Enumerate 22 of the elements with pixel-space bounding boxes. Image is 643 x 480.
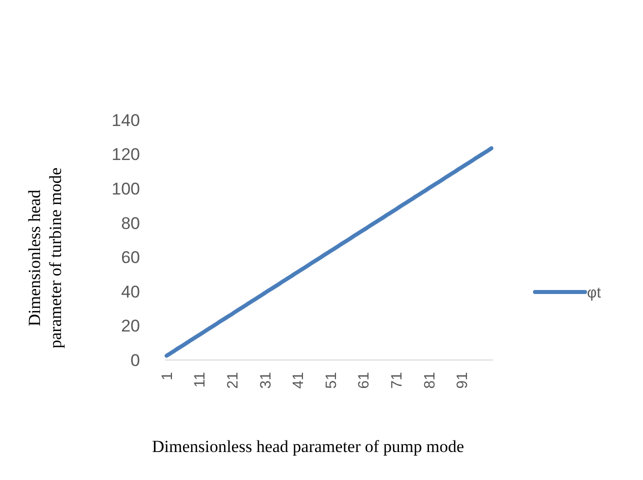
x-tick-label: 11: [192, 372, 209, 388]
y-tick-label: 40: [121, 282, 140, 302]
y-tick-label: 140: [112, 110, 140, 130]
y-tick-label: 80: [121, 214, 140, 233]
line-series: [164, 146, 494, 358]
x-tick-label: 41: [290, 372, 308, 389]
x-tick-label: 81: [421, 372, 438, 389]
y-tick-label: 20: [121, 316, 140, 336]
y-tick-label: 0: [130, 350, 140, 370]
y-tick-label: 120: [112, 145, 140, 164]
x-tick-label: 31: [257, 372, 274, 389]
x-tick-label: 91: [454, 372, 472, 389]
x-tick-label: 51: [322, 372, 340, 389]
x-tick-label: 21: [224, 372, 242, 389]
y-tick-label: 60: [121, 248, 140, 268]
x-tick-label: 61: [356, 372, 373, 389]
x-tick-label: 71: [388, 372, 406, 389]
x-axis-title: Dimensionless head parameter of pump mode: [152, 437, 464, 456]
legend-label: φt: [587, 284, 602, 302]
y-tick-label: 100: [112, 180, 140, 199]
x-tick-label: 1: [158, 372, 176, 380]
y-axis-title: Dimensionless head parameter of turbine mode: [25, 168, 65, 348]
